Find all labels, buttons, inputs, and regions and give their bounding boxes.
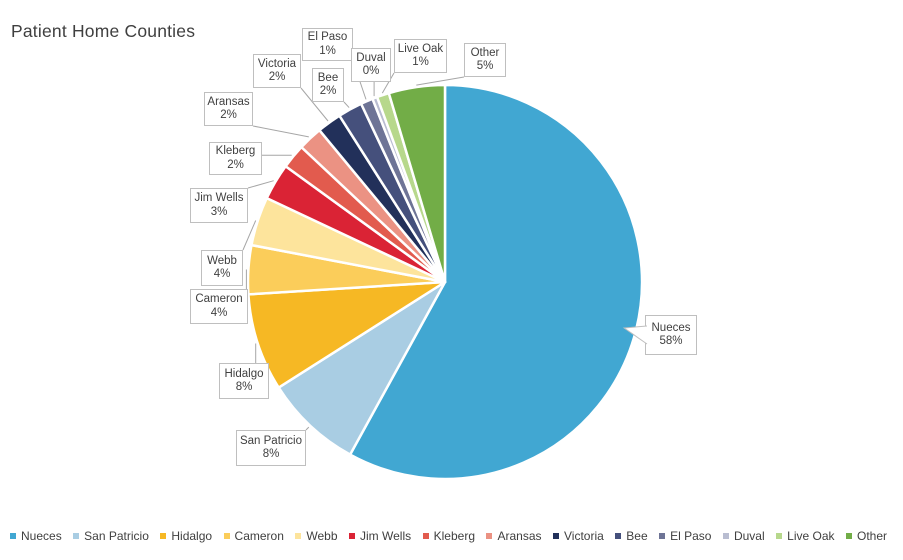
legend-label: San Patricio: [84, 529, 149, 543]
leader-line-el-paso: [352, 60, 367, 100]
legend-label: Cameron: [234, 529, 284, 543]
legend-swatch-bee: [615, 533, 622, 539]
legend-item-victoria: Victoria: [553, 529, 604, 543]
legend-item-other: Other: [845, 529, 887, 543]
legend-item-duval: Duval: [722, 529, 765, 543]
legend-swatch-victoria: [553, 533, 559, 539]
leader-line-webb: [242, 220, 257, 251]
legend-item-webb: Webb: [295, 529, 338, 543]
legend-label: Other: [856, 529, 887, 543]
legend-swatch-aransas: [486, 533, 493, 539]
legend-label: Kleberg: [433, 529, 475, 543]
leader-line-jim-wells: [247, 180, 274, 189]
legend-swatch-san-patricio: [73, 533, 80, 539]
legend-item-nueces: Nueces: [10, 529, 62, 543]
chart-title: Patient Home Counties: [11, 21, 196, 41]
leader-line-live-oak: [381, 72, 395, 94]
pie-slice-hidalgo: [247, 280, 447, 389]
legend-label: Webb: [306, 529, 338, 543]
legend-label: Aransas: [497, 529, 542, 543]
legend-swatch-live-oak: [776, 533, 783, 539]
leader-line-san-patricio: [305, 426, 310, 431]
legend-label: Victoria: [564, 529, 604, 543]
legend-item-bee: Bee: [615, 529, 648, 543]
legend-label: Jim Wells: [360, 529, 412, 543]
legend: Nueces San Patricio Hidalgo Cameron Webb Jim …: [0, 527, 903, 545]
legend-label: Nueces: [21, 529, 62, 543]
legend-label: El Paso: [670, 529, 712, 543]
legend-swatch-hidalgo: [160, 533, 167, 539]
legend-swatch-nueces: [10, 533, 16, 539]
leader-line-other: [416, 76, 465, 86]
legend-label: Hidalgo: [171, 529, 213, 543]
legend-item-kleberg: Kleberg: [422, 529, 475, 543]
legend-item-aransas: Aransas: [486, 529, 542, 543]
leader-line-aransas: [252, 125, 309, 138]
legend-label: Live Oak: [787, 529, 835, 543]
legend-swatch-duval: [722, 533, 729, 539]
leader-line-victoria: [300, 87, 329, 122]
legend-item-live-oak: Live Oak: [776, 529, 835, 543]
legend-swatch-other: [845, 533, 852, 539]
legend-swatch-webb: [295, 533, 302, 539]
pie-slice-other: [387, 83, 447, 284]
legend-swatch-kleberg: [422, 533, 429, 539]
legend-item-hidalgo: Hidalgo: [160, 529, 212, 543]
leader-line-bee: [343, 101, 350, 108]
legend-item-san-patricio: San Patricio: [73, 529, 149, 543]
legend-item-jim-wells: Jim Wells: [349, 529, 411, 543]
legend-label: Duval: [733, 529, 765, 543]
legend-swatch-el-paso: [659, 533, 666, 539]
legend-item-cameron: Cameron: [223, 529, 284, 543]
legend-swatch-jim-wells: [349, 533, 356, 539]
legend-swatch-cameron: [223, 533, 230, 539]
pie-slice-san-patricio: [277, 280, 447, 456]
legend-item-el-paso: El Paso: [659, 529, 711, 543]
legend-label: Bee: [626, 529, 648, 543]
